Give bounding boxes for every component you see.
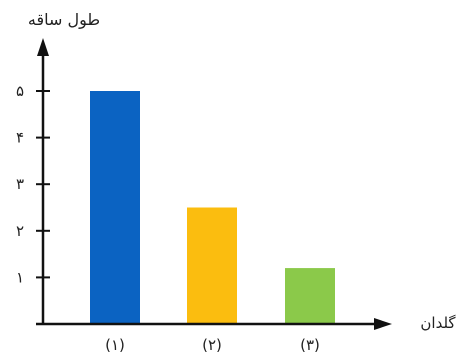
x-tick-label: (۱)	[105, 336, 125, 354]
y-tick-label: ۱	[16, 268, 24, 286]
x-labels-group: (۱) (۲) (۳)	[105, 336, 320, 354]
y-ticks-group: ۱ ۲ ۳ ۴ ۵	[16, 82, 50, 286]
bar-3	[285, 268, 335, 324]
y-tick-label: ۳	[16, 175, 24, 193]
x-tick-label: (۳)	[300, 336, 320, 354]
bar-2	[187, 207, 237, 324]
y-tick-label: ۴	[16, 129, 24, 147]
y-tick-label: ۲	[16, 222, 24, 240]
bar-1	[90, 91, 140, 324]
bars-group	[90, 91, 335, 324]
x-axis-arrow-icon	[374, 318, 392, 330]
y-tick-label: ۵	[16, 82, 24, 100]
y-axis-label: طول ساقه	[28, 10, 100, 30]
x-axis-label: گلدان	[420, 314, 456, 332]
x-tick-label: (۲)	[202, 336, 222, 354]
y-axis-arrow-icon	[37, 38, 49, 56]
